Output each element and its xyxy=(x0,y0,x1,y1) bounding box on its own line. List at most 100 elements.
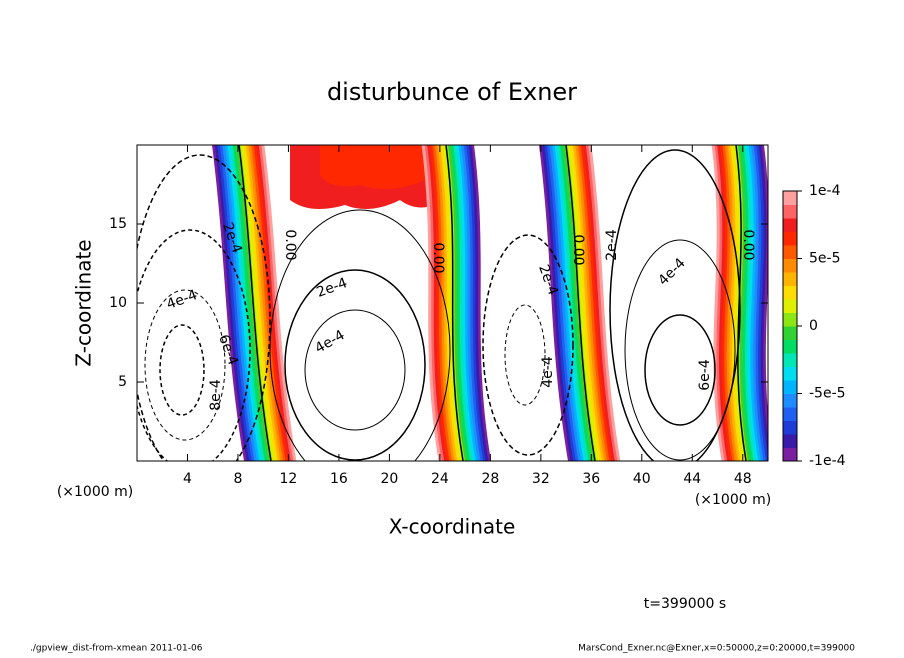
shaded-band xyxy=(722,145,735,461)
shaded-band xyxy=(716,145,730,461)
shaded-band xyxy=(240,145,276,461)
contour-label-group: 0.00 xyxy=(430,242,446,273)
contour-label: 4e-4 xyxy=(540,356,556,388)
contour-line xyxy=(504,304,546,406)
colorbar-cell xyxy=(783,285,797,300)
zero-contour xyxy=(735,145,747,461)
shaded-band xyxy=(256,145,292,461)
contour-line xyxy=(137,229,251,461)
shaded-band xyxy=(572,145,605,461)
contour-line xyxy=(304,309,406,431)
shaded-band xyxy=(429,145,450,461)
shaded-band xyxy=(447,145,468,461)
shaded-band xyxy=(214,145,250,461)
contour-line xyxy=(159,324,205,416)
shaded-band xyxy=(750,145,764,461)
shaded-band xyxy=(439,145,460,461)
colorbar-cell xyxy=(783,393,797,408)
shaded-band xyxy=(452,145,473,461)
contour-line xyxy=(284,269,426,461)
contour-line xyxy=(644,314,716,426)
shaded-band xyxy=(724,145,738,461)
x-tick-label: 44 xyxy=(683,471,701,487)
shaded-band xyxy=(580,145,613,461)
x-tick-label: 36 xyxy=(582,471,600,487)
shaded-band xyxy=(424,145,445,461)
colorbar-cell xyxy=(783,434,797,448)
colorbar-cell xyxy=(783,258,797,273)
zero-contour xyxy=(238,145,272,461)
x-tick-label: 12 xyxy=(280,471,298,487)
colorbar-cell xyxy=(783,272,797,286)
shaded-band xyxy=(719,145,733,461)
shaded-band xyxy=(714,145,728,461)
shaded-band xyxy=(557,145,590,461)
shaded-band xyxy=(465,145,486,461)
shaded-band xyxy=(455,145,476,461)
colorbar-cell xyxy=(783,366,797,381)
shaded-band xyxy=(253,145,289,461)
x-axis-title: X-coordinate xyxy=(389,515,516,539)
shaded-band xyxy=(745,145,759,461)
shaded-band xyxy=(753,145,767,461)
time-label: t=399000 s xyxy=(644,596,726,612)
contour-label: 0.00 xyxy=(430,242,446,273)
x-tick-label: 4 xyxy=(183,471,192,487)
contour-line xyxy=(624,239,736,461)
contour-line xyxy=(269,209,451,461)
shaded-band xyxy=(463,145,484,461)
colorbar-cell xyxy=(783,353,797,367)
shaded-band xyxy=(258,145,294,461)
x-tick-label: 20 xyxy=(380,471,398,487)
colorbar-cell xyxy=(783,407,797,421)
shaded-band xyxy=(225,145,260,461)
x-tick-label: 24 xyxy=(431,471,449,487)
shaded-band xyxy=(742,145,756,461)
contour-label-group: 2e-4 xyxy=(604,229,620,261)
shaded-band xyxy=(549,145,582,461)
shaded-band xyxy=(541,145,574,461)
shaded-band xyxy=(450,145,471,461)
shaded-band xyxy=(471,145,491,461)
contour-label: 8e-4 xyxy=(208,379,224,411)
shaded-band xyxy=(458,145,478,461)
shaded-band xyxy=(261,145,297,461)
shaded-band xyxy=(559,145,592,461)
colorbar-cell xyxy=(783,231,797,246)
contour-label-group: 8e-4 xyxy=(208,379,224,411)
shaded-band xyxy=(567,145,600,461)
shaded-band xyxy=(740,145,754,461)
contour-label-group: 0.00 xyxy=(282,229,298,260)
shaded-band xyxy=(232,145,268,461)
colorbar-cell xyxy=(783,218,797,232)
contour-line xyxy=(137,154,271,461)
contour-label: 0.00 xyxy=(570,234,586,265)
contour-label: 0.00 xyxy=(740,229,756,260)
shaded-band xyxy=(727,145,741,461)
colorbar-tick-label: 5e-5 xyxy=(809,251,840,267)
contour-label: 0.00 xyxy=(282,229,298,260)
colorbar-tick-label: 0 xyxy=(809,318,818,334)
zero-contour xyxy=(565,145,596,461)
shaded-band xyxy=(588,145,621,461)
x-tick-label: 48 xyxy=(734,471,752,487)
colorbar-cell xyxy=(783,380,797,394)
x-tick-label: 8 xyxy=(233,471,242,487)
colorbar-cell xyxy=(783,299,797,313)
y-tick-label: 5 xyxy=(118,374,127,390)
colorbar-cell xyxy=(783,312,797,327)
shaded-band xyxy=(421,145,442,461)
colorbar-cell xyxy=(783,420,797,435)
x-tick-label: 28 xyxy=(481,471,499,487)
shaded-band xyxy=(251,145,286,461)
shaded-band xyxy=(544,145,577,461)
y-axis-title: Z-coordinate xyxy=(72,239,96,366)
shaded-band xyxy=(437,145,458,461)
colorbar-cell xyxy=(783,191,797,205)
shaded-band xyxy=(732,145,746,461)
shaded-band xyxy=(217,145,253,461)
contour-label-group: 0.00 xyxy=(740,229,756,260)
x-tick-label: 16 xyxy=(330,471,348,487)
shaded-band xyxy=(585,145,618,461)
